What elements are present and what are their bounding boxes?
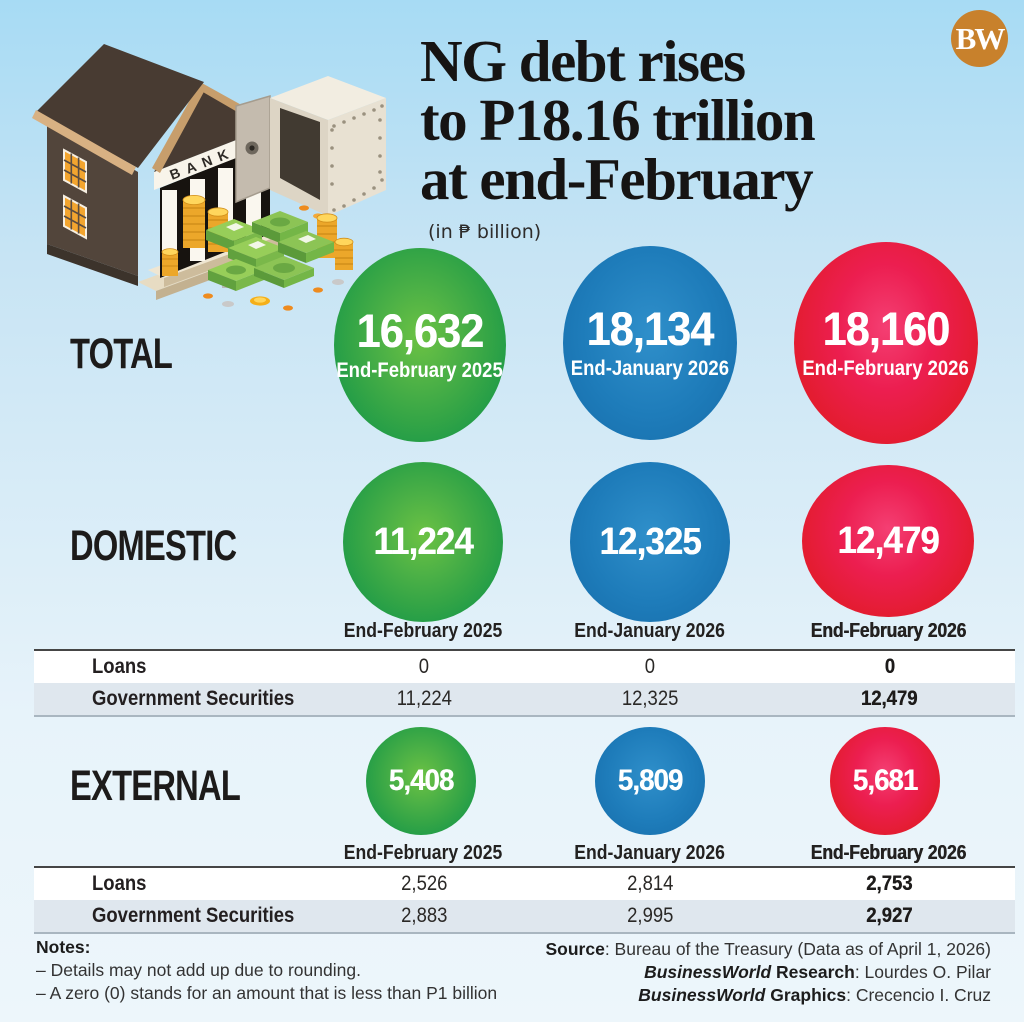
- domestic-value-jan2026: 12,325: [599, 520, 701, 563]
- domestic-bubble-jan2026: 12,325: [570, 462, 730, 622]
- external-bubble-jan2026: 5,809: [595, 727, 705, 835]
- section-label-domestic: DOMESTIC: [70, 522, 237, 570]
- domestic-value-feb2026: 12,479: [837, 519, 939, 562]
- total-period-feb2026: End-February 2026: [802, 356, 970, 380]
- domestic-value-feb2025: 11,224: [373, 520, 473, 563]
- bank-window-icon: [63, 148, 87, 240]
- title-line-1: NG debt rises: [420, 28, 746, 94]
- section-label-external: EXTERNAL: [70, 762, 241, 810]
- bank-money-illustration: BANK: [32, 44, 386, 311]
- row-label: Government Securities: [92, 904, 295, 927]
- note-line: – A zero (0) stands for an amount that i…: [36, 983, 498, 1003]
- external-value-feb2025: 5,408: [388, 763, 454, 797]
- cell-feb2026: 2,753: [866, 872, 913, 895]
- external-breakdown-table: Loans 2,526 2,814 2,753 Government Secur…: [34, 866, 1015, 934]
- graphics-credit-line: BusinessWorld Graphics: Crecencio I. Cru…: [638, 985, 991, 1005]
- total-value-feb2026: 18,160: [822, 302, 951, 356]
- vault-icon: [235, 76, 386, 228]
- total-period-jan2026: End-January 2026: [570, 356, 730, 380]
- row-label: Loans: [92, 655, 147, 678]
- cell-feb2026: 12,479: [861, 687, 918, 710]
- section-label-total: TOTAL: [70, 330, 173, 378]
- cell-feb2025: 2,526: [400, 872, 448, 895]
- total-period-feb2025: End-February 2025: [336, 358, 504, 382]
- businessworld-logo: BW: [951, 10, 1008, 67]
- title-line-2: to P18.16 trillion: [420, 87, 816, 153]
- domestic-breakdown-table: Loans 0 0 0 Government Securities 11,224…: [34, 649, 1015, 717]
- source-line: Source: Bureau of the Treasury (Data as …: [545, 939, 991, 959]
- external-value-jan2026: 5,809: [617, 763, 683, 797]
- note-line: – Details may not add up due to rounding…: [36, 960, 361, 980]
- domestic-bubble-feb2026: 12,479: [802, 465, 974, 617]
- notes-block: Notes: – Details may not add up due to r…: [36, 936, 497, 1005]
- table-row: Loans 2,526 2,814 2,753: [34, 868, 1015, 900]
- cell-jan2026: 2,814: [626, 872, 674, 895]
- domestic-bubble-feb2025: 11,224: [343, 462, 503, 622]
- cell-jan2026: 2,995: [626, 904, 674, 927]
- title-line-3: at end-February: [420, 146, 814, 212]
- coins-icon: [203, 279, 344, 311]
- cell-feb2025: 11,224: [396, 687, 452, 710]
- cell-jan2026: 12,325: [621, 687, 679, 710]
- table-row: Government Securities 2,883 2,995 2,927: [34, 900, 1015, 932]
- cell-feb2025: 2,883: [400, 904, 448, 927]
- row-label: Government Securities: [92, 687, 295, 710]
- total-bubble-feb2026: 18,160 End-February 2026: [794, 242, 978, 444]
- row-label: Loans: [92, 872, 147, 895]
- unit-subtitle: (in ₱ billion): [428, 221, 542, 243]
- domestic-date-jan2026: End-January 2026: [574, 620, 726, 642]
- total-bubble-feb2025: 16,632 End-February 2025: [334, 248, 506, 442]
- table-row: Loans 0 0 0: [34, 651, 1015, 683]
- external-bubble-feb2026: 5,681: [830, 727, 940, 835]
- research-credit-line: BusinessWorld Research: Lourdes O. Pilar: [644, 962, 991, 982]
- page-title: NG debt rises to P18.16 trillion at end-…: [420, 28, 816, 212]
- notes-heading: Notes:: [36, 937, 91, 957]
- external-date-feb2025: End-February 2025: [343, 842, 503, 864]
- total-value-feb2025: 16,632: [356, 304, 485, 358]
- domestic-date-feb2025: End-February 2025: [343, 620, 503, 642]
- external-date-feb2026: End-February 2026: [810, 842, 966, 864]
- table-row: Government Securities 11,224 12,325 12,4…: [34, 683, 1015, 715]
- external-value-feb2026: 5,681: [852, 763, 918, 797]
- cell-feb2026: 0: [884, 655, 895, 678]
- credits-block: Source: Bureau of the Treasury (Data as …: [545, 938, 991, 1007]
- cell-jan2026: 0: [644, 655, 656, 678]
- external-date-jan2026: End-January 2026: [574, 842, 726, 864]
- cell-feb2026: 2,927: [866, 904, 913, 927]
- external-bubble-feb2025: 5,408: [366, 727, 476, 835]
- cell-feb2025: 0: [418, 655, 430, 678]
- domestic-date-feb2026: End-February 2026: [810, 620, 966, 642]
- bank-building-icon: BANK: [32, 44, 302, 300]
- money-stack-icon: [206, 211, 334, 291]
- total-value-jan2026: 18,134: [586, 302, 715, 356]
- total-bubble-jan2026: 18,134 End-January 2026: [563, 246, 737, 440]
